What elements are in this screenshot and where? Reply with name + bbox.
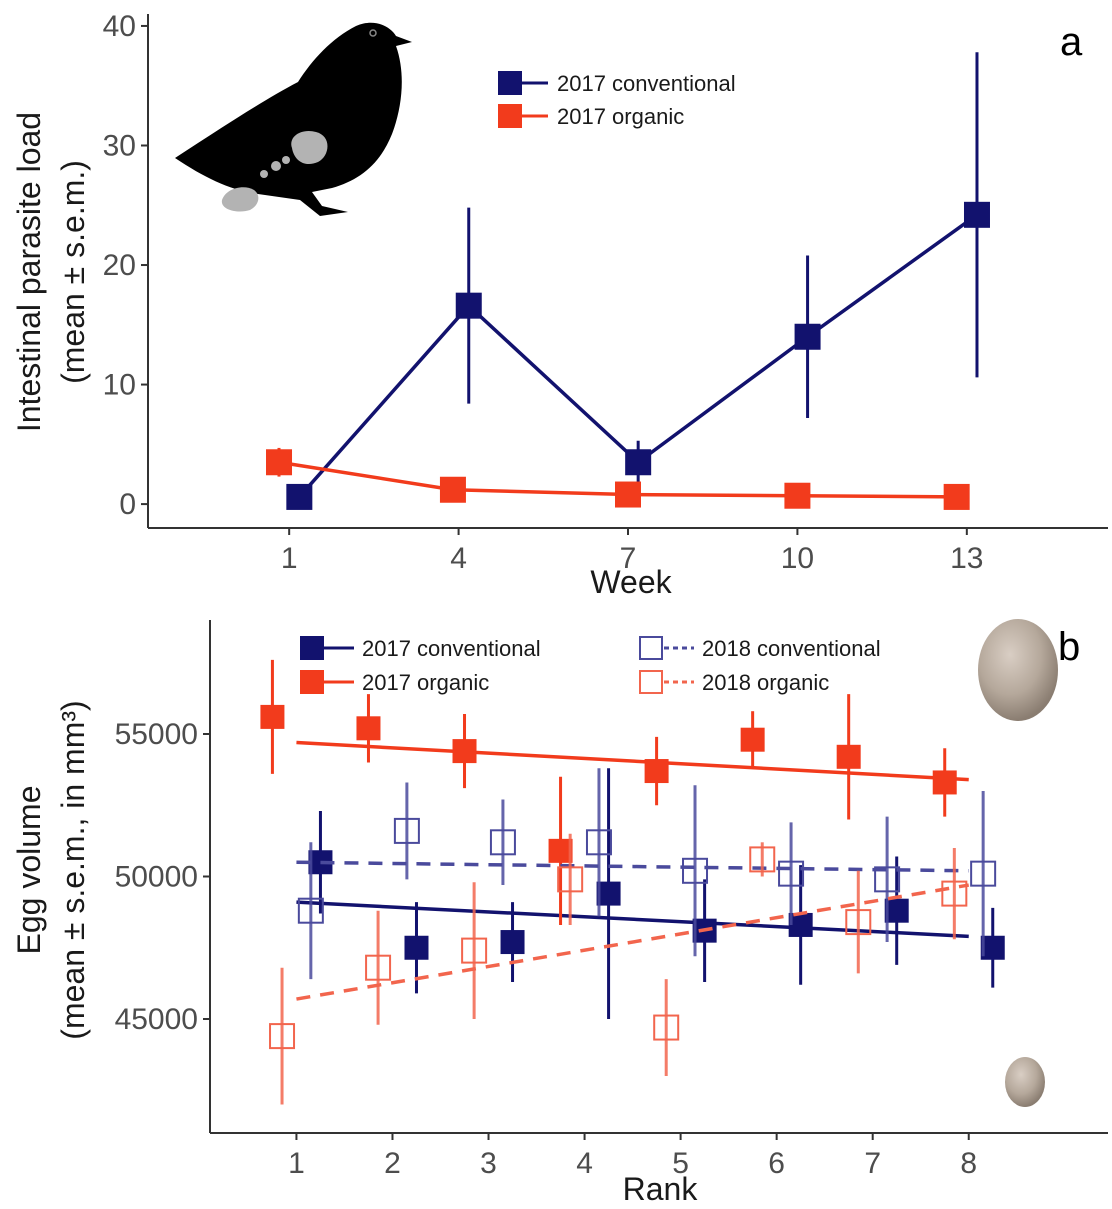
panel-b-xlabel: Rank — [623, 1171, 699, 1207]
y-tick-label: 55000 — [115, 718, 198, 751]
y-tick-label: 30 — [103, 129, 136, 162]
legend-label-2017-organic: 2017 organic — [557, 104, 684, 129]
data-point-2018-organic — [461, 937, 488, 964]
x-tick-label: 2 — [384, 1147, 401, 1180]
panel-a-marks — [266, 52, 990, 510]
panel-b-marks — [260, 659, 1005, 1105]
x-tick-label: 13 — [950, 542, 983, 575]
panel-a-ylabel-sub: (mean ± s.e.m.) — [55, 160, 91, 384]
data-point-2018-organic — [365, 954, 392, 981]
x-tick-label: 10 — [781, 542, 814, 575]
data-point-2018-conventional — [585, 829, 612, 856]
data-point-2017-organic — [266, 449, 293, 476]
data-point-2017-conventional — [500, 930, 525, 955]
data-point-2017-organic — [260, 704, 285, 729]
data-point-2018-conventional — [682, 857, 709, 884]
panel-a-letter: a — [1060, 20, 1083, 64]
panel-b: 45000 50000 55000 1 2 3 4 5 6 7 8 b Rank Egg volum… — [11, 619, 1108, 1207]
legend-swatch-2017-conventional-b — [300, 636, 324, 660]
data-point-2018-organic — [845, 909, 872, 936]
x-tick-label: 7 — [864, 1147, 881, 1180]
data-point-2017-conventional — [884, 898, 909, 923]
x-tick-label: 5 — [672, 1147, 689, 1180]
data-point-2017-organic — [836, 744, 861, 769]
legend-label-2018-organic: 2018 organic — [702, 670, 829, 695]
legend-label-2018-conventional: 2018 conventional — [702, 636, 881, 661]
trend-line-2017-conventional — [296, 900, 969, 939]
data-point-2017-conventional — [455, 292, 482, 319]
data-point-2017-organic — [452, 739, 477, 764]
legend-swatch-2017-organic — [498, 104, 522, 128]
panel-b-letter: b — [1058, 625, 1080, 669]
panel-b-axes: 45000 50000 55000 1 2 3 4 5 6 7 8 — [115, 620, 1108, 1180]
data-point-2018-organic — [749, 846, 776, 873]
x-tick-label: 4 — [450, 542, 467, 575]
x-tick-label: 7 — [620, 542, 637, 575]
data-point-2018-organic — [941, 880, 968, 907]
data-point-2017-conventional — [404, 935, 429, 960]
data-point-2017-organic — [615, 481, 641, 508]
data-point-2018-conventional — [393, 817, 420, 844]
data-point-2018-conventional — [970, 860, 997, 887]
panel-b-legend: 2017 conventional 2017 organic 2018 conv… — [300, 636, 881, 695]
y-tick-label: 40 — [103, 10, 136, 43]
data-point-2017-organic — [932, 770, 957, 795]
panel-b-ylabel: Egg volume — [11, 786, 47, 955]
x-tick-label: 3 — [480, 1147, 497, 1180]
data-point-2018-conventional — [489, 829, 516, 856]
data-point-2017-conventional — [794, 323, 821, 350]
data-point-2017-organic — [548, 838, 573, 863]
data-point-2018-organic — [653, 1014, 680, 1041]
data-point-2017-organic — [644, 759, 669, 784]
trend-line-2018-organic — [296, 883, 970, 1001]
data-point-2017-organic — [784, 482, 811, 509]
y-tick-label: 45000 — [115, 1003, 198, 1036]
x-tick-label: 8 — [960, 1147, 977, 1180]
trend-line-2017-organic — [296, 740, 969, 782]
small-egg-icon — [1005, 1057, 1045, 1107]
trend-line-2018-conventional — [296, 860, 969, 873]
legend-swatch-2017-organic-b — [300, 670, 324, 694]
x-tick-label: 4 — [576, 1147, 593, 1180]
panel-a-legend: 2017 conventional 2017 organic — [498, 71, 736, 129]
panel-a-xlabel: Week — [590, 564, 672, 600]
y-tick-label: 20 — [103, 249, 136, 282]
legend-swatch-2018-conventional — [639, 636, 663, 660]
data-point-2017-conventional — [788, 912, 813, 937]
legend-swatch-2017-conventional — [498, 71, 522, 95]
x-tick-label: 1 — [281, 542, 298, 575]
data-point-2017-conventional — [286, 483, 313, 510]
data-point-2017-organic — [356, 716, 381, 741]
data-point-2017-organic — [740, 727, 765, 752]
panel-b-ylabel-sub: (mean ± s.e.m., in mm³) — [55, 700, 91, 1039]
x-tick-label: 6 — [768, 1147, 785, 1180]
data-point-2017-conventional — [980, 935, 1005, 960]
panel-a-ylabel: Intestinal parasite load — [11, 112, 47, 432]
data-point-2018-conventional — [297, 897, 324, 924]
data-point-2018-organic — [557, 866, 584, 893]
y-tick-label: 0 — [119, 488, 136, 521]
legend-label-2017-conventional: 2017 conventional — [557, 71, 736, 96]
y-tick-label: 10 — [103, 369, 136, 402]
y-tick-label: 50000 — [115, 861, 198, 894]
data-point-2017-organic — [439, 476, 466, 503]
grouse-silhouette-icon — [175, 22, 412, 216]
panel-a: 0 10 20 30 40 1 4 7 10 13 a Week Intestinal paras… — [11, 10, 1108, 600]
data-point-2018-organic — [269, 1023, 296, 1050]
legend-swatch-2018-organic — [639, 670, 663, 694]
data-point-2018-conventional — [778, 860, 805, 887]
data-point-2017-conventional — [596, 881, 621, 906]
legend-label-2017-conventional-b: 2017 conventional — [362, 636, 541, 661]
x-tick-label: 1 — [288, 1147, 305, 1180]
data-point-2018-conventional — [874, 866, 901, 893]
legend-label-2017-organic-b: 2017 organic — [362, 670, 489, 695]
data-point-2017-organic — [943, 483, 970, 510]
data-point-2017-conventional — [625, 449, 652, 476]
egg-icon — [978, 619, 1058, 721]
panel-a-axes: 0 10 20 30 40 1 4 7 10 13 — [103, 10, 1108, 575]
data-point-2017-conventional — [963, 201, 990, 228]
